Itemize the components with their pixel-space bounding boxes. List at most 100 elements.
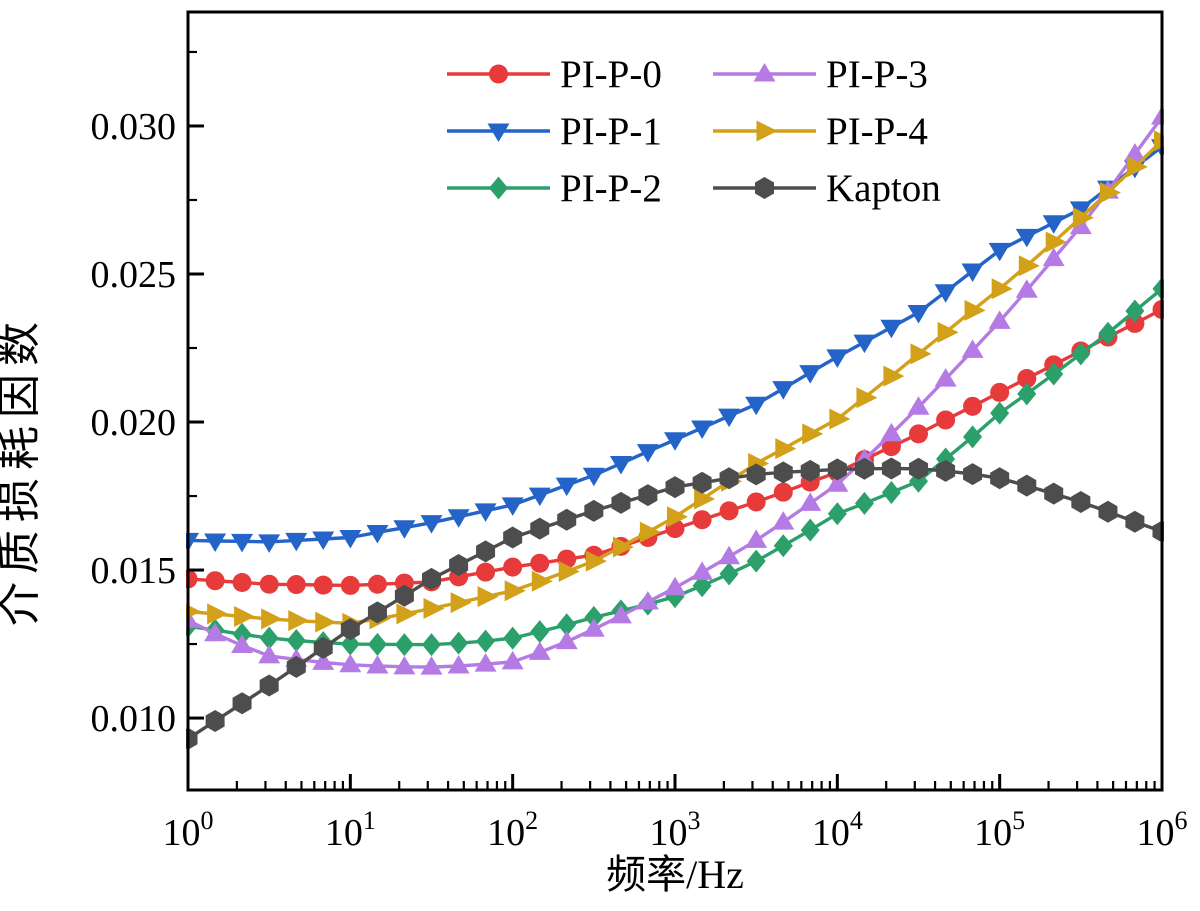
triangle-up-marker-icon [745, 529, 768, 548]
triangle-right-marker-icon [186, 603, 201, 619]
series-PI-P-0 [186, 300, 1164, 595]
hexagon-marker-icon [503, 526, 523, 549]
y-tick-label: 0.025 [91, 254, 177, 296]
diamond-marker-icon [1017, 382, 1037, 406]
diamond-marker-icon [773, 534, 793, 558]
circle-marker-icon [746, 492, 766, 512]
triangle-up-marker-icon [1069, 215, 1092, 235]
circle-marker-icon [503, 557, 523, 577]
series-PI-P-1 [186, 139, 1164, 553]
x-tick-label: 106 [1137, 806, 1188, 854]
hexagon-marker-icon [827, 458, 847, 481]
triangle-down-marker-icon [420, 515, 443, 534]
x-tick-label: 101 [325, 806, 376, 854]
hexagon-marker-icon [449, 554, 469, 577]
triangle-down-marker-icon [853, 334, 876, 354]
triangle-down-marker-icon [285, 532, 308, 552]
triangle-right-marker-icon [639, 521, 661, 543]
triangle-up-marker-icon [961, 339, 984, 358]
diamond-marker-icon [449, 631, 469, 655]
triangle-right-marker-icon [504, 580, 526, 602]
hexagon-marker-icon [936, 459, 956, 482]
series-layer [186, 106, 1164, 750]
hexagon-marker-icon [746, 463, 766, 486]
circle-marker-icon [1125, 313, 1145, 333]
triangle-up-marker-icon [772, 511, 795, 530]
hexagon-marker-icon [367, 601, 387, 624]
hexagon-marker-icon [963, 463, 983, 486]
hexagon-marker-icon [476, 540, 496, 563]
hexagon-marker-icon [340, 618, 360, 641]
hexagon-marker-icon [1071, 490, 1091, 513]
legend-entry-PI-P-4: PI-P-4 [713, 110, 928, 153]
diamond-marker-icon [1044, 362, 1064, 386]
x-tick-label: 105 [974, 806, 1025, 854]
triangle-down-marker-icon [609, 455, 632, 475]
circle-marker-icon [963, 396, 983, 416]
triangle-up-marker-icon [691, 561, 714, 580]
series-PI-P-2 [186, 277, 1164, 657]
circle-marker-icon [530, 553, 550, 573]
x-axis-title: 频率/Hz [606, 852, 744, 897]
circle-marker-icon [476, 562, 496, 582]
axis-layer: 100 101 102 103 104 105 106 0.010 0.015 0.020 0.02… [91, 50, 1188, 854]
hexagon-marker-icon [205, 710, 225, 733]
triangle-up-marker-icon [582, 618, 605, 637]
triangle-right-marker-icon [694, 488, 716, 510]
triangle-up-marker-icon [1042, 247, 1065, 267]
triangle-down-marker-icon [393, 520, 416, 539]
triangle-down-marker-icon [636, 444, 659, 463]
triangle-right-marker-icon [756, 120, 778, 142]
hexagon-marker-icon [881, 457, 901, 480]
triangle-down-marker-icon [339, 529, 362, 549]
triangle-down-marker-icon [799, 365, 822, 384]
hexagon-marker-icon [611, 491, 631, 514]
triangle-right-marker-icon [964, 299, 986, 321]
triangle-right-marker-icon [585, 550, 607, 572]
diamond-marker-icon [990, 401, 1010, 425]
triangle-right-marker-icon [1045, 231, 1067, 253]
triangle-right-marker-icon [477, 586, 499, 608]
triangle-down-marker-icon [772, 381, 795, 400]
triangle-up-marker-icon [907, 396, 930, 415]
circle-marker-icon [1017, 369, 1037, 389]
series-line-PI-P-4 [187, 139, 1164, 625]
hexagon-marker-icon [990, 467, 1010, 490]
hexagon-marker-icon [232, 692, 252, 715]
triangle-down-marker-icon [582, 467, 605, 487]
circle-marker-icon [205, 571, 225, 591]
legend-entry-Kapton: Kapton [713, 167, 941, 210]
diamond-marker-icon [584, 605, 604, 629]
legend-entry-PI-P-2: PI-P-2 [447, 167, 662, 210]
diamond-marker-icon [232, 622, 252, 646]
triangle-right-marker-icon [1154, 130, 1164, 152]
triangle-up-marker-icon [1015, 279, 1038, 298]
triangle-up-marker-icon [204, 622, 227, 642]
triangle-down-marker-icon [366, 524, 389, 544]
circle-marker-icon [367, 574, 387, 594]
hexagon-marker-icon [422, 567, 441, 590]
diamond-marker-icon [503, 626, 523, 650]
triangle-down-marker-icon [555, 477, 578, 497]
triangle-right-marker-icon [910, 343, 932, 365]
triangle-down-marker-icon [691, 420, 714, 439]
triangle-right-marker-icon [937, 321, 959, 343]
hexagon-marker-icon [638, 484, 658, 507]
diamond-marker-icon [881, 480, 901, 504]
hexagon-marker-icon [1125, 510, 1145, 533]
triangle-up-marker-icon [880, 422, 903, 442]
legend-label-PI-P-1: PI-P-1 [560, 110, 662, 153]
triangle-up-marker-icon [636, 591, 659, 610]
triangle-up-marker-icon [988, 310, 1011, 329]
hexagon-marker-icon [755, 177, 774, 199]
diamond-marker-icon [259, 626, 279, 650]
hexagon-marker-icon [854, 457, 874, 480]
circle-marker-icon [936, 410, 956, 430]
hexagon-marker-icon [259, 674, 279, 697]
circle-marker-icon [340, 575, 360, 595]
circle-marker-icon [286, 575, 306, 595]
triangle-up-marker-icon [393, 655, 416, 675]
triangle-right-marker-icon [1099, 182, 1121, 204]
y-axis-title: 介质损耗因数 [0, 314, 44, 626]
